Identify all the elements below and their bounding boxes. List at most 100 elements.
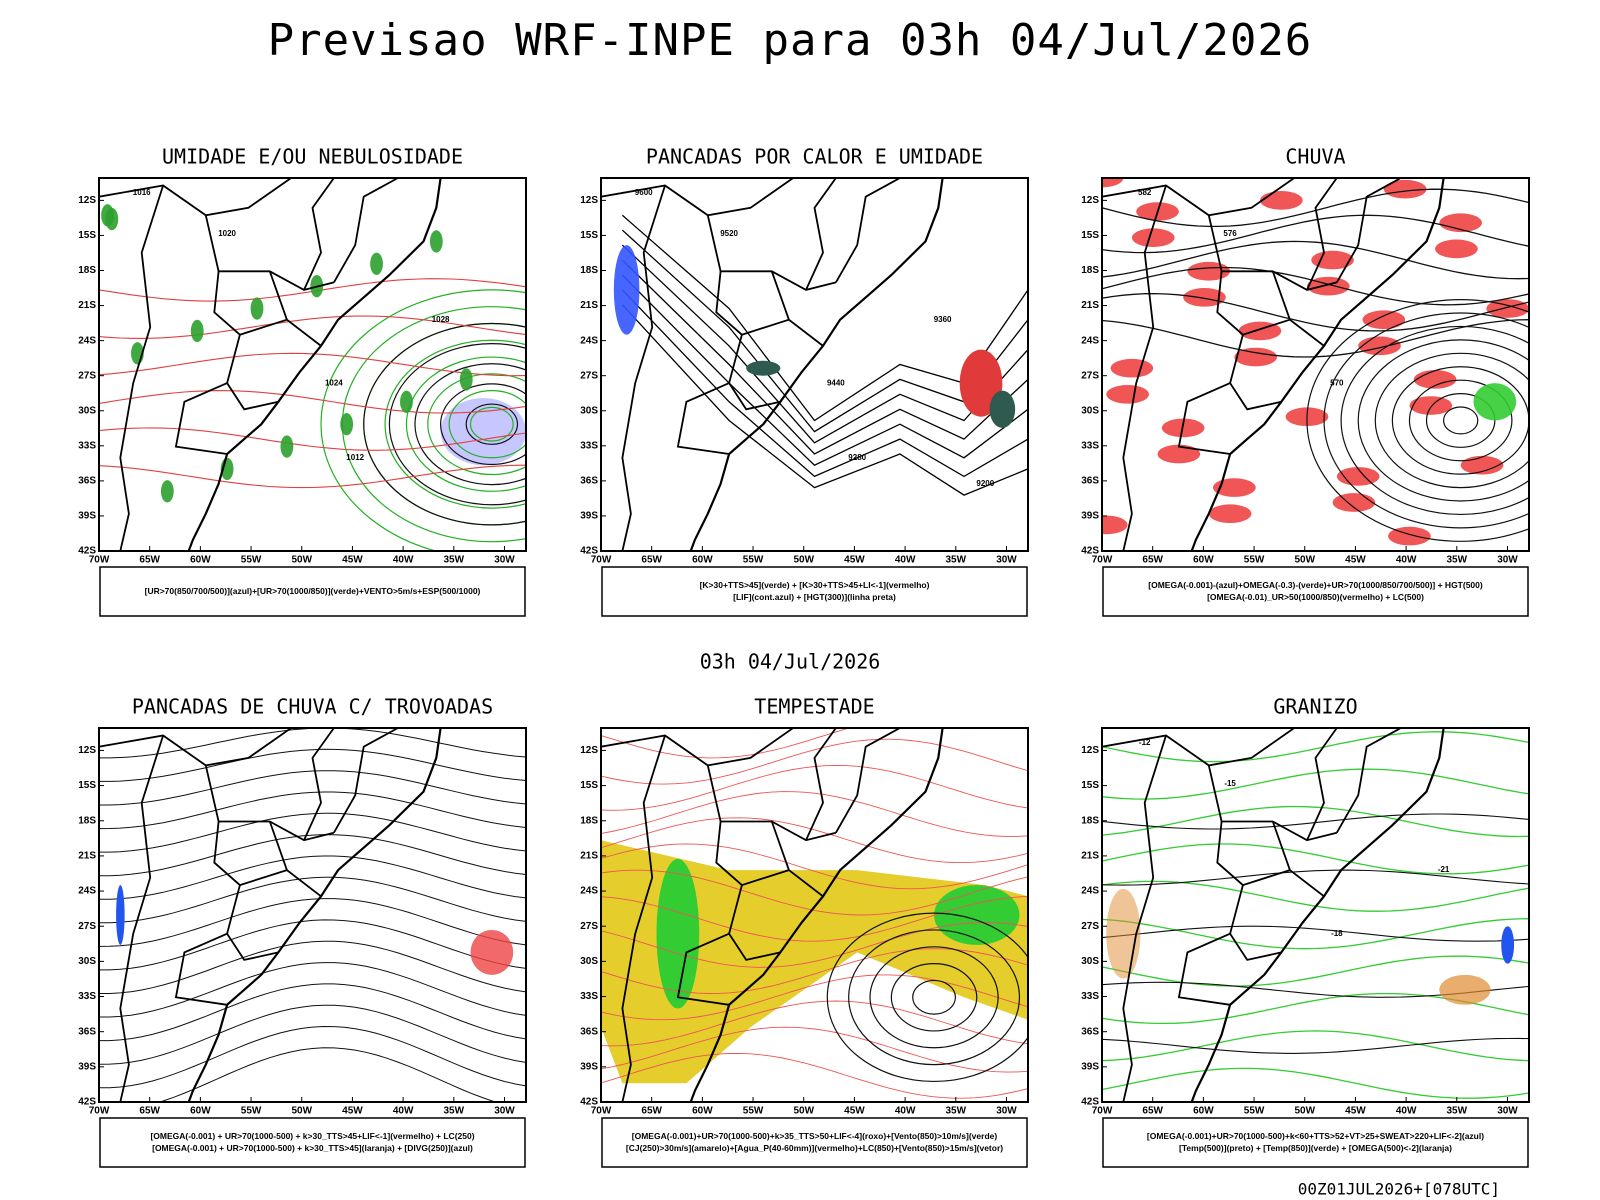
shade xyxy=(1213,478,1256,497)
lat-label: 24S xyxy=(1081,886,1099,897)
lon-label: 65W xyxy=(139,555,160,566)
panel-title: TEMPESTADE xyxy=(754,695,874,719)
contour-label: 576 xyxy=(1223,229,1237,238)
contour xyxy=(384,339,526,509)
shade xyxy=(160,480,174,503)
contour xyxy=(99,855,526,900)
border xyxy=(226,334,279,411)
contour xyxy=(427,373,526,476)
contour xyxy=(601,791,1028,837)
shade xyxy=(1439,974,1491,1005)
border xyxy=(1271,821,1325,898)
lat-label: 39S xyxy=(78,511,96,522)
contour xyxy=(99,1004,526,1065)
lon-label: 40W xyxy=(895,555,916,566)
contour xyxy=(1408,379,1513,462)
shade xyxy=(105,207,119,231)
shade xyxy=(190,319,204,343)
lon-label: 60W xyxy=(190,555,211,566)
border xyxy=(601,178,794,217)
contour xyxy=(601,974,1028,1021)
lat-label: 15S xyxy=(580,780,598,791)
shade xyxy=(1183,288,1226,307)
border xyxy=(728,334,781,411)
lat-label: 18S xyxy=(78,265,96,276)
coastline xyxy=(689,178,944,551)
contour xyxy=(99,812,526,853)
border xyxy=(1122,735,1167,1102)
contour xyxy=(869,946,999,1049)
lat-label: 18S xyxy=(580,265,598,276)
lat-label: 33S xyxy=(580,991,598,1002)
legend-box xyxy=(1102,566,1529,617)
lat-label: 27S xyxy=(580,921,598,932)
coastline xyxy=(689,728,944,1102)
contour xyxy=(363,322,526,526)
border xyxy=(805,728,837,841)
contour xyxy=(99,876,526,924)
lon-label: 30W xyxy=(996,1106,1017,1117)
shade xyxy=(1409,396,1453,415)
contour-label: 9200 xyxy=(976,479,994,488)
contour xyxy=(1443,406,1479,435)
shade xyxy=(250,297,264,320)
contour xyxy=(99,962,526,1018)
footer: 00Z01JUL2026+[078UTC] xyxy=(1298,1180,1500,1199)
panel-title: CHUVA xyxy=(1285,145,1345,169)
contour xyxy=(601,728,1028,759)
legend-box xyxy=(99,1117,526,1168)
shade xyxy=(1208,504,1252,524)
lat-label: 33S xyxy=(1081,991,1099,1002)
border xyxy=(1177,932,1231,1006)
lon-label: 55W xyxy=(743,1106,764,1117)
shade xyxy=(656,858,700,1009)
contour xyxy=(448,390,526,459)
legend-text: [OMEGA(-0.001)-(azul)+OMEGA(-0.3)-(verde… xyxy=(1148,580,1483,590)
border xyxy=(1306,178,1338,291)
lat-label: 12S xyxy=(1081,745,1099,756)
lat-label: 39S xyxy=(78,1061,96,1072)
contour xyxy=(912,979,957,1015)
shade xyxy=(1102,178,1124,188)
shade xyxy=(613,245,640,335)
lat-label: 42S xyxy=(580,1097,598,1108)
lat-label: 33S xyxy=(580,440,598,451)
border xyxy=(268,821,322,898)
contour xyxy=(1102,292,1529,332)
lat-label: 21S xyxy=(78,300,96,311)
shade xyxy=(1187,261,1231,281)
shade xyxy=(1486,299,1529,318)
border xyxy=(333,728,399,834)
border xyxy=(621,735,666,1102)
lat-label: 12S xyxy=(580,745,598,756)
legend-text: [OMEGA(-0.001)+UR>70(1000-500)+k>35_TTS>… xyxy=(632,1131,998,1141)
lat-label: 27S xyxy=(78,921,96,932)
contour xyxy=(1323,312,1529,529)
border xyxy=(1306,728,1338,841)
coastline xyxy=(1190,178,1445,551)
border xyxy=(174,932,228,1006)
border xyxy=(119,735,164,1102)
border xyxy=(1122,185,1167,551)
legend-box xyxy=(601,1117,1028,1168)
lat-label: 30S xyxy=(1081,956,1099,967)
lon-label: 50W xyxy=(1294,1106,1315,1117)
coastline xyxy=(187,178,442,551)
panel-title: PANCADAS POR CALOR E UMIDADE xyxy=(646,145,983,169)
lat-label: 39S xyxy=(1081,1061,1099,1072)
contour xyxy=(601,817,1028,864)
lat-label: 30S xyxy=(1081,405,1099,416)
contour xyxy=(99,770,526,806)
contour xyxy=(99,427,526,451)
lat-label: 30S xyxy=(78,405,96,416)
contour-label: 9600 xyxy=(635,188,653,197)
lon-label: 40W xyxy=(1396,1106,1417,1117)
legend-text: [OMEGA(-0.01)_UR>50(1000/850)(vermelho) … xyxy=(1207,592,1424,602)
shade xyxy=(1460,455,1504,475)
lat-label: 24S xyxy=(580,335,598,346)
lon-label: 50W xyxy=(1294,555,1315,566)
border xyxy=(213,821,288,887)
contour xyxy=(1391,366,1529,475)
contour-label: 1012 xyxy=(346,453,364,462)
